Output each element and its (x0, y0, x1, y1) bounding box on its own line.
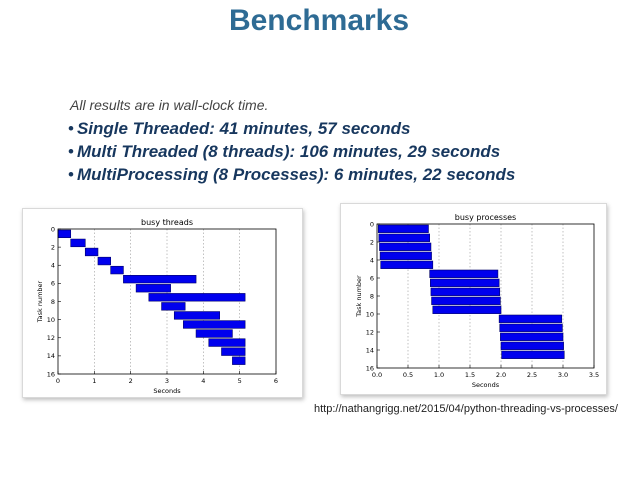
bullet-icon: • (68, 119, 74, 138)
result-text: MultiProcessing (8 Processes): 6 minutes… (76, 165, 516, 184)
x-tick-label: 2.0 (496, 371, 506, 379)
x-tick-label: 1 (92, 377, 96, 385)
slide-title: Benchmarks (228, 4, 410, 37)
threads-task-bar-0 (57, 229, 72, 239)
bullet-icon: • (68, 165, 74, 184)
threads-task-bar-7 (148, 293, 246, 302)
x-tick-label: 0.0 (372, 371, 382, 379)
y-tick-label: 4 (51, 262, 55, 270)
y-tick-label: 8 (51, 298, 55, 306)
processes-task-bar-6 (430, 278, 500, 287)
y-tick-label: 16 (47, 370, 55, 378)
y-tick-label: 12 (366, 328, 374, 336)
threads-task-bar-12 (208, 338, 246, 347)
x-tick-label: 3 (165, 377, 169, 385)
y-tick-label: 0 (370, 220, 374, 228)
x-tick-label: 5 (238, 377, 242, 385)
x-tick-label: 2 (129, 377, 133, 385)
y-tick-label: 10 (47, 316, 55, 324)
threads-task-bar-10 (183, 320, 246, 329)
threads-task-bar-6 (135, 284, 171, 293)
result-single-threaded: • Single Threaded: 41 minutes, 57 seconds (68, 117, 515, 140)
y-tick-label: 14 (47, 352, 55, 360)
processes-task-bar-0 (377, 224, 429, 233)
result-text: Multi Threaded (8 threads): 106 minutes,… (76, 142, 501, 161)
x-tick-label: 2.5 (527, 371, 537, 379)
busy-processes-chart-card: 0.0 0.5 1.0 1.5 2.0 2.5 3.0 3.5 0 2 4 6 8 10 12 14 16 bus… (340, 203, 607, 395)
x-tick-label: 0.5 (403, 371, 413, 379)
threads-task-bar-11 (195, 329, 233, 338)
x-tick-label: 3.5 (589, 371, 599, 379)
processes-task-bar-7 (430, 287, 501, 296)
processes-task-bar-9 (432, 305, 502, 314)
y-tick-label: 2 (51, 243, 55, 251)
threads-task-bar-8 (161, 302, 186, 311)
x-tick-label: 3.0 (558, 371, 568, 379)
x-tick-label: 6 (274, 377, 278, 385)
result-multiprocessing: • MultiProcessing (8 Processes): 6 minute… (68, 163, 515, 186)
source-link[interactable]: http://nathangrigg.net/2015/04/python-th… (314, 403, 618, 415)
threads-task-bar-3 (97, 256, 111, 266)
y-tick-label: 0 (51, 225, 55, 233)
y-axis-label: Task number (36, 280, 44, 323)
processes-task-bar-13 (500, 341, 564, 350)
y-tick-label: 8 (370, 292, 374, 300)
processes-task-bar-4 (380, 260, 434, 269)
processes-task-bar-5 (429, 269, 499, 278)
y-axis-label: Task number (355, 275, 363, 318)
y-tick-label: 16 (366, 364, 374, 372)
y-tick-label: 2 (370, 238, 374, 246)
timing-note: All results are in wall-clock time. (70, 97, 269, 113)
y-tick-label: 12 (47, 334, 55, 342)
x-tick-label: 0 (56, 377, 60, 385)
x-tick-label: 1.0 (434, 371, 444, 379)
threads-task-bar-1 (70, 238, 86, 248)
y-tick-label: 6 (51, 280, 55, 288)
x-axis-label: Seconds (472, 381, 500, 389)
busy-threads-chart-card: 0 1 2 3 4 5 6 0 2 4 6 8 10 12 14 16 busy threads Seconds T… (22, 208, 303, 398)
processes-task-bar-10 (498, 314, 563, 323)
x-tick-label: 4 (201, 377, 205, 385)
threads-task-bar-13 (221, 347, 246, 356)
y-tick-label: 4 (370, 256, 374, 264)
threads-task-bar-9 (173, 311, 220, 320)
result-multi-threaded: • Multi Threaded (8 threads): 106 minutes… (68, 140, 515, 163)
x-axis-label: Seconds (153, 387, 181, 395)
bullet-icon: • (68, 142, 74, 161)
y-tick-label: 6 (370, 274, 374, 282)
busy-processes-chart: 0.0 0.5 1.0 1.5 2.0 2.5 3.0 3.5 0 2 4 6 8 10 12 14 16 bus… (355, 213, 599, 389)
processes-task-bar-3 (379, 251, 432, 260)
processes-task-bar-8 (431, 296, 501, 305)
result-text: Single Threaded: 41 minutes, 57 seconds (76, 119, 411, 138)
threads-task-bar-5 (123, 275, 197, 284)
processes-task-bar-11 (499, 323, 563, 332)
threads-task-bar-4 (110, 265, 124, 275)
processes-task-bar-2 (379, 242, 432, 251)
benchmark-results-list: • Single Threaded: 41 minutes, 57 seconds… (68, 117, 515, 186)
x-tick-label: 1.5 (465, 371, 475, 379)
threads-task-bar-14 (232, 356, 246, 365)
processes-task-bar-14 (501, 350, 565, 359)
y-tick-label: 10 (366, 310, 374, 318)
threads-task-bar-2 (84, 247, 99, 257)
y-tick-label: 14 (366, 346, 374, 354)
processes-task-bar-12 (500, 332, 564, 341)
chart-title: busy processes (455, 213, 516, 222)
chart-title: busy threads (141, 218, 193, 227)
processes-task-bar-1 (378, 233, 431, 242)
